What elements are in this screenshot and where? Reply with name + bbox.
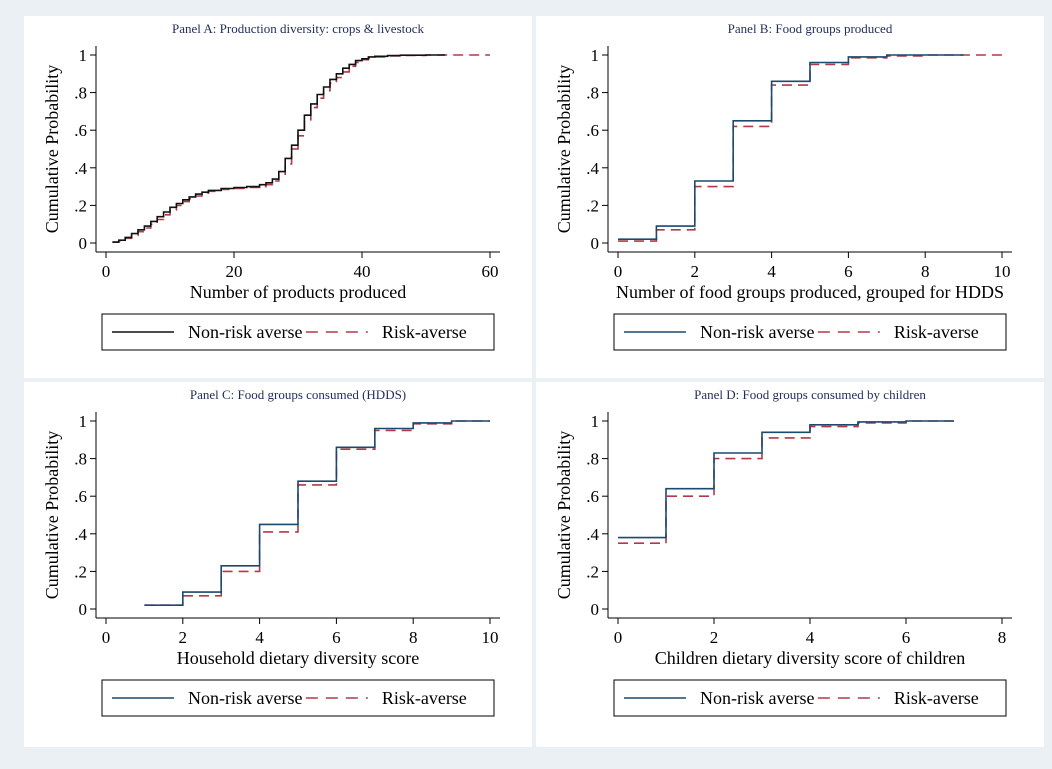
- series-line-risk-averse: [618, 54, 1002, 242]
- panel-d: Panel D: Food groups consumed by childre…: [536, 382, 1044, 747]
- panel-title: Panel A: Production diversity: crops & l…: [172, 21, 425, 36]
- x-tick-label: 4: [255, 628, 264, 647]
- chart-svg: Panel C: Food groups consumed (HDDS) 0 .2.…: [42, 387, 500, 717]
- x-tick-label: 40: [354, 262, 371, 281]
- y-tick-label: .6: [74, 121, 87, 140]
- chart-svg: Panel A: Production diversity: crops & l…: [42, 21, 500, 351]
- legend-label: Risk-averse: [382, 322, 467, 342]
- x-tick-label: 20: [226, 262, 243, 281]
- y-tick-label: 1: [591, 46, 600, 65]
- panel-title: Panel C: Food groups consumed (HDDS): [190, 387, 406, 402]
- panel-title: Panel D: Food groups consumed by childre…: [694, 387, 926, 402]
- x-tick-label: 6: [844, 262, 853, 281]
- y-axis-label: Cumulative Probability: [554, 431, 574, 600]
- y-tick-label: 0: [79, 600, 88, 619]
- x-tick-label: 10: [482, 628, 499, 647]
- x-tick-label: 8: [409, 628, 418, 647]
- y-tick-label: .8: [74, 450, 87, 469]
- x-tick-label: 2: [691, 262, 700, 281]
- legend-label: Non-risk averse: [700, 688, 814, 708]
- y-tick-label: 1: [79, 46, 88, 65]
- x-tick-label: 2: [710, 628, 719, 647]
- series-line-risk-averse: [618, 420, 954, 544]
- series-line-non-risk-averse: [618, 54, 964, 240]
- panel-title: Panel B: Food groups produced: [728, 21, 893, 36]
- legend-label: Non-risk averse: [188, 688, 302, 708]
- y-tick-label: .8: [586, 450, 599, 469]
- series-line-risk-averse: [112, 54, 490, 243]
- x-tick-label: 6: [332, 628, 341, 647]
- y-tick-label: .6: [586, 487, 599, 506]
- y-tick-label: 1: [591, 412, 600, 431]
- series-line-non-risk-averse: [112, 54, 446, 243]
- x-tick-label: 2: [179, 628, 188, 647]
- x-axis-label: Number of food groups produced, grouped …: [616, 282, 1004, 302]
- legend-label: Non-risk averse: [188, 322, 302, 342]
- y-tick-label: .4: [74, 525, 87, 544]
- x-tick-label: 4: [806, 628, 815, 647]
- legend-label: Risk-averse: [382, 688, 467, 708]
- x-tick-label: 6: [902, 628, 911, 647]
- y-tick-label: 0: [79, 234, 88, 253]
- y-tick-label: .2: [74, 196, 87, 215]
- y-tick-label: .4: [586, 159, 599, 178]
- y-axis-label: Cumulative Probability: [42, 431, 62, 600]
- chart-svg: Panel B: Food groups produced0.2.4.6.810…: [554, 21, 1012, 351]
- x-tick-label: 0: [102, 628, 111, 647]
- x-axis-label: Children dietary diversity score of chil…: [655, 648, 965, 668]
- y-tick-label: 0: [591, 234, 600, 253]
- y-tick-label: .4: [586, 525, 599, 544]
- y-tick-label: .4: [74, 159, 87, 178]
- x-tick-label: 4: [767, 262, 776, 281]
- x-axis-label: Household dietary diversity score: [177, 648, 419, 668]
- series-line-non-risk-averse: [144, 420, 490, 606]
- series-line-non-risk-averse: [618, 420, 954, 539]
- legend-label: Risk-averse: [894, 322, 979, 342]
- y-tick-label: .6: [74, 487, 87, 506]
- x-axis-label: Number of products produced: [190, 282, 406, 302]
- y-tick-label: .8: [74, 84, 87, 103]
- x-tick-label: 0: [614, 628, 623, 647]
- panel-b: Panel B: Food groups produced 0.2.4.6.8 1 0…: [536, 16, 1044, 378]
- y-tick-label: 1: [79, 412, 88, 431]
- y-tick-label: 0: [591, 600, 600, 619]
- x-tick-label: 0: [102, 262, 111, 281]
- legend-label: Risk-averse: [894, 688, 979, 708]
- legend-label: Non-risk averse: [700, 322, 814, 342]
- x-tick-label: 0: [614, 262, 623, 281]
- series-line-risk-averse: [144, 420, 490, 606]
- y-axis-label: Cumulative Probability: [42, 65, 62, 234]
- y-tick-label: .6: [586, 121, 599, 140]
- y-tick-label: .2: [74, 562, 87, 581]
- panel-a: Panel A: Production diversity: crops & l…: [24, 16, 532, 378]
- y-tick-label: .2: [586, 196, 599, 215]
- y-axis-label: Cumulative Probability: [554, 65, 574, 234]
- y-tick-label: .2: [586, 562, 599, 581]
- x-tick-label: 10: [994, 262, 1011, 281]
- x-tick-label: 60: [482, 262, 499, 281]
- chart-svg: Panel D: Food groups consumed by childre…: [554, 387, 1012, 717]
- x-tick-label: 8: [998, 628, 1007, 647]
- x-tick-label: 8: [921, 262, 930, 281]
- y-tick-label: .8: [586, 84, 599, 103]
- panel-c: Panel C: Food groups consumed (HDDS) 0 .2.…: [24, 382, 532, 747]
